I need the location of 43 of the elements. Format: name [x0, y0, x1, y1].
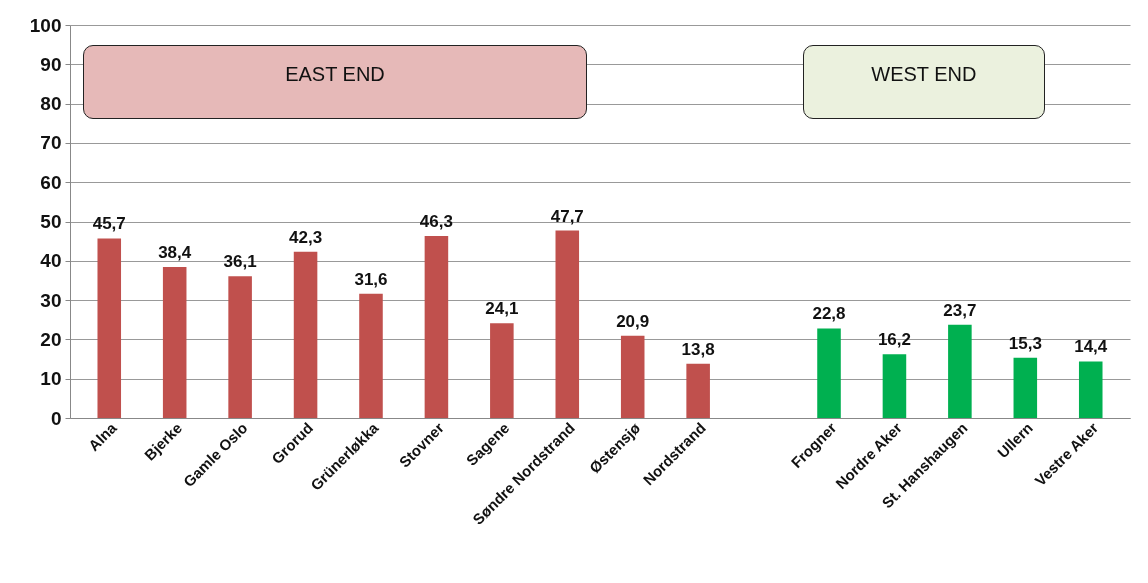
bar	[620, 335, 645, 418]
data-label: 13,8	[681, 339, 715, 359]
data-label: 16,2	[877, 330, 911, 350]
y-tick-label: 100	[29, 14, 62, 36]
bar	[555, 230, 580, 418]
data-label: 46,3	[419, 212, 453, 232]
y-tick-label: 50	[40, 211, 62, 232]
data-label: 36,1	[223, 252, 257, 272]
bar	[97, 238, 122, 418]
bar	[948, 324, 972, 418]
y-tick-label: 60	[40, 171, 62, 193]
data-label: 20,9	[616, 311, 650, 331]
bar	[882, 354, 907, 418]
data-label: 15,3	[1008, 333, 1042, 353]
bar	[490, 323, 514, 418]
data-label: 38,4	[158, 243, 192, 263]
y-tick-label: 30	[40, 289, 62, 311]
bar	[686, 363, 710, 418]
y-tick-label: 90	[40, 53, 62, 75]
label-box: WEST END	[802, 44, 1045, 120]
y-tick-label: 0	[50, 407, 62, 429]
y-tick-label: 70	[40, 132, 62, 154]
data-label: 42,3	[289, 227, 323, 247]
data-label: 23,7	[943, 300, 977, 320]
bar	[424, 236, 449, 418]
bar	[293, 251, 318, 418]
bar	[1013, 357, 1038, 418]
y-tick-label: 10	[40, 368, 62, 390]
data-label: 47,7	[550, 206, 584, 226]
data-label: 45,7	[92, 214, 126, 234]
y-tick-label: 20	[40, 328, 62, 350]
bar	[1078, 361, 1103, 418]
bar	[359, 293, 383, 418]
data-label: 14,4	[1074, 337, 1108, 357]
data-label: 31,6	[354, 269, 388, 289]
y-tick-label: 80	[40, 93, 62, 115]
y-tick-label: 40	[40, 250, 62, 272]
bar	[817, 328, 841, 418]
label-box: EAST END	[83, 44, 587, 120]
bar	[162, 267, 187, 418]
bar	[228, 276, 252, 418]
data-label: 24,1	[485, 299, 519, 319]
data-label: 22,8	[812, 304, 846, 324]
